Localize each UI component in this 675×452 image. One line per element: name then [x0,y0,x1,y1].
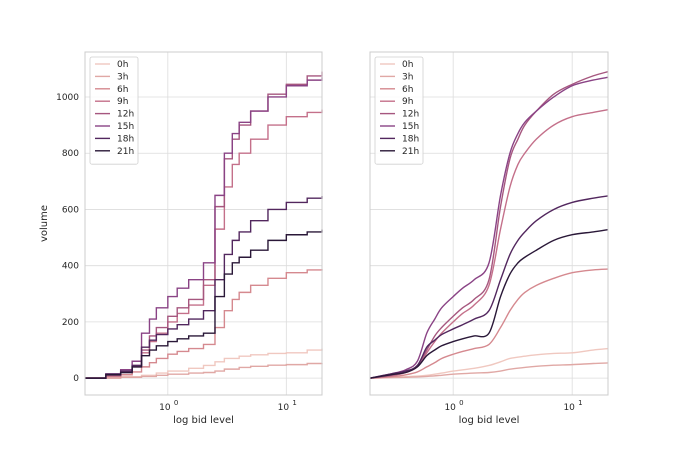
axes-frame [369,51,609,396]
series-line-15h [369,76,609,379]
legend-label-18h: 18h [402,134,419,144]
x-tick-label: 10 [278,403,290,413]
series-line-6h [369,268,609,379]
x-tick-label: 10 [444,403,456,413]
legend-label-12h: 12h [402,110,419,120]
x-tick-label: 10 [563,403,575,413]
x-axis-label: log bid level [459,415,520,426]
series-line-6h [85,269,323,379]
series-line-0h [85,348,323,379]
legend-label-6h: 6h [402,85,413,95]
legend-label-15h: 15h [117,122,134,132]
series-line-0h [369,347,609,379]
y-tick-label: 200 [62,318,79,328]
legend-label-0h: 0h [402,60,413,70]
y-tick-label: 800 [62,149,79,159]
series-line-15h [85,77,323,379]
x-tick-exponent: 1 [578,399,582,407]
series-line-18h [369,195,609,379]
series-line-18h [85,195,323,379]
x-axis-label: log bid level [173,415,234,426]
x-tick-exponent: 0 [174,399,178,407]
series-line-21h [85,229,323,379]
y-tick-label: 1000 [56,93,79,103]
legend-label-15h: 15h [402,122,419,132]
legend-label-3h: 3h [117,72,128,82]
y-tick-label: 400 [62,262,79,272]
legend-label-21h: 21h [117,147,134,157]
legend-label-0h: 0h [117,60,128,70]
legend-label-3h: 3h [402,72,413,82]
legend-label-9h: 9h [402,97,413,107]
x-tick-exponent: 1 [292,399,296,407]
x-tick-label: 10 [159,403,171,413]
legend-label-9h: 9h [117,97,128,107]
legend-label-12h: 12h [117,110,134,120]
y-tick-label: 600 [62,205,79,215]
legend-label-18h: 18h [117,134,134,144]
series-line-21h [369,228,609,379]
series-line-3h [85,362,323,379]
series-line-3h [369,362,609,379]
legend-label-6h: 6h [117,85,128,95]
legend-label-21h: 21h [402,147,419,157]
legend-box [89,56,139,165]
y-axis-label: volume [39,205,50,242]
y-tick-label: 0 [73,374,79,384]
x-tick-exponent: 0 [459,399,463,407]
legend-box [374,56,424,165]
axes-frame [84,51,323,396]
